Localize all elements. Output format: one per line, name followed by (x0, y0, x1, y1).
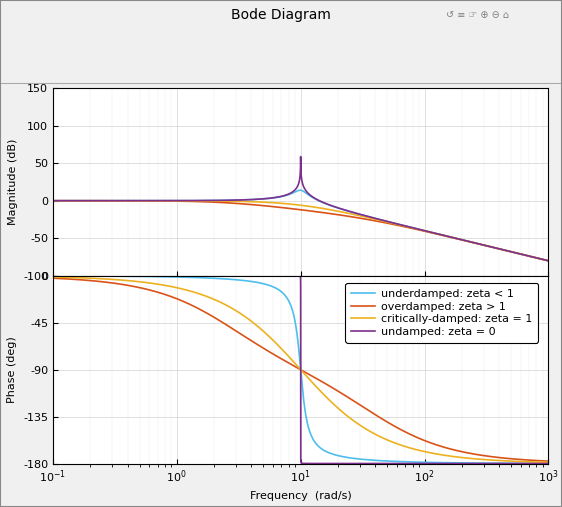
Y-axis label: Phase (deg): Phase (deg) (7, 336, 17, 403)
undamped: zeta = 0: (2.81, -0.00349): zeta = 0: (2.81, -0.00349) (229, 273, 235, 279)
critically-damped: zeta = 1: (2.81, -31.4): zeta = 1: (2.81, -31.4) (229, 305, 235, 311)
undamped: zeta = 0: (0.159, -0.000182): zeta = 0: (0.159, -0.000182) (75, 273, 81, 279)
Line: overdamped: zeta > 1: overdamped: zeta > 1 (53, 278, 549, 461)
underdamped: zeta < 1: (23.3, -174): zeta < 1: (23.3, -174) (343, 454, 350, 460)
Text: ↺ ≡ ☞ ⊕ ⊖ ⌂: ↺ ≡ ☞ ⊕ ⊖ ⌂ (446, 10, 509, 20)
underdamped: zeta < 1: (1e+03, -180): zeta < 1: (1e+03, -180) (545, 460, 552, 466)
undamped: zeta = 0: (34.8, -180): zeta = 0: (34.8, -180) (364, 460, 371, 466)
underdamped: zeta < 1: (92.3, -179): zeta < 1: (92.3, -179) (417, 459, 424, 465)
underdamped: zeta < 1: (151, -179): zeta < 1: (151, -179) (443, 460, 450, 466)
overdamped: zeta > 1: (23.3, -115): zeta > 1: (23.3, -115) (343, 393, 350, 399)
critically-damped: zeta = 1: (151, -172): zeta = 1: (151, -172) (443, 453, 450, 459)
critically-damped: zeta = 1: (1e+03, -179): zeta = 1: (1e+03, -179) (545, 459, 552, 465)
critically-damped: zeta = 1: (0.159, -1.82): zeta = 1: (0.159, -1.82) (75, 275, 81, 281)
undamped: zeta = 0: (151, -180): zeta = 0: (151, -180) (443, 460, 450, 466)
overdamped: zeta > 1: (34.8, -129): zeta > 1: (34.8, -129) (364, 407, 371, 413)
Line: underdamped: zeta < 1: underdamped: zeta < 1 (53, 276, 549, 463)
underdamped: zeta < 1: (0.159, -0.182): zeta < 1: (0.159, -0.182) (75, 273, 81, 279)
Y-axis label: Magnitude (dB): Magnitude (dB) (7, 139, 17, 225)
Text: Bode Diagram: Bode Diagram (231, 8, 331, 22)
Line: critically-damped: zeta = 1: critically-damped: zeta = 1 (53, 277, 549, 462)
overdamped: zeta > 1: (0.1, -2.29): zeta > 1: (0.1, -2.29) (49, 275, 56, 281)
overdamped: zeta > 1: (0.159, -3.64): zeta > 1: (0.159, -3.64) (75, 276, 81, 282)
underdamped: zeta < 1: (0.1, -0.115): zeta < 1: (0.1, -0.115) (49, 273, 56, 279)
Legend: underdamped: zeta < 1, overdamped: zeta > 1, critically-damped: zeta = 1, undamp: underdamped: zeta < 1, overdamped: zeta … (346, 283, 538, 343)
underdamped: zeta < 1: (2.81, -3.49): zeta < 1: (2.81, -3.49) (229, 276, 235, 282)
critically-damped: zeta = 1: (23.3, -133): zeta = 1: (23.3, -133) (343, 412, 350, 418)
overdamped: zeta > 1: (1e+03, -178): zeta > 1: (1e+03, -178) (545, 458, 552, 464)
overdamped: zeta > 1: (92.3, -156): zeta > 1: (92.3, -156) (417, 436, 424, 442)
undamped: zeta = 0: (92.3, -180): zeta = 0: (92.3, -180) (417, 460, 424, 466)
critically-damped: zeta = 1: (0.1, -1.15): zeta = 1: (0.1, -1.15) (49, 274, 56, 280)
critically-damped: zeta = 1: (34.8, -148): zeta = 1: (34.8, -148) (364, 427, 371, 433)
critically-damped: zeta = 1: (92.3, -168): zeta = 1: (92.3, -168) (417, 448, 424, 454)
X-axis label: Frequency  (rad/s): Frequency (rad/s) (250, 491, 352, 500)
undamped: zeta = 0: (1e+03, -180): zeta = 0: (1e+03, -180) (545, 460, 552, 466)
overdamped: zeta > 1: (2.81, -50.6): zeta > 1: (2.81, -50.6) (229, 325, 235, 332)
Line: undamped: zeta = 0: undamped: zeta = 0 (53, 276, 549, 463)
underdamped: zeta < 1: (34.8, -176): zeta < 1: (34.8, -176) (364, 457, 371, 463)
undamped: zeta = 0: (23.3, -180): zeta = 0: (23.3, -180) (343, 460, 350, 466)
undamped: zeta = 0: (0.1, -0.000115): zeta = 0: (0.1, -0.000115) (49, 273, 56, 279)
overdamped: zeta > 1: (151, -165): zeta > 1: (151, -165) (443, 445, 450, 451)
